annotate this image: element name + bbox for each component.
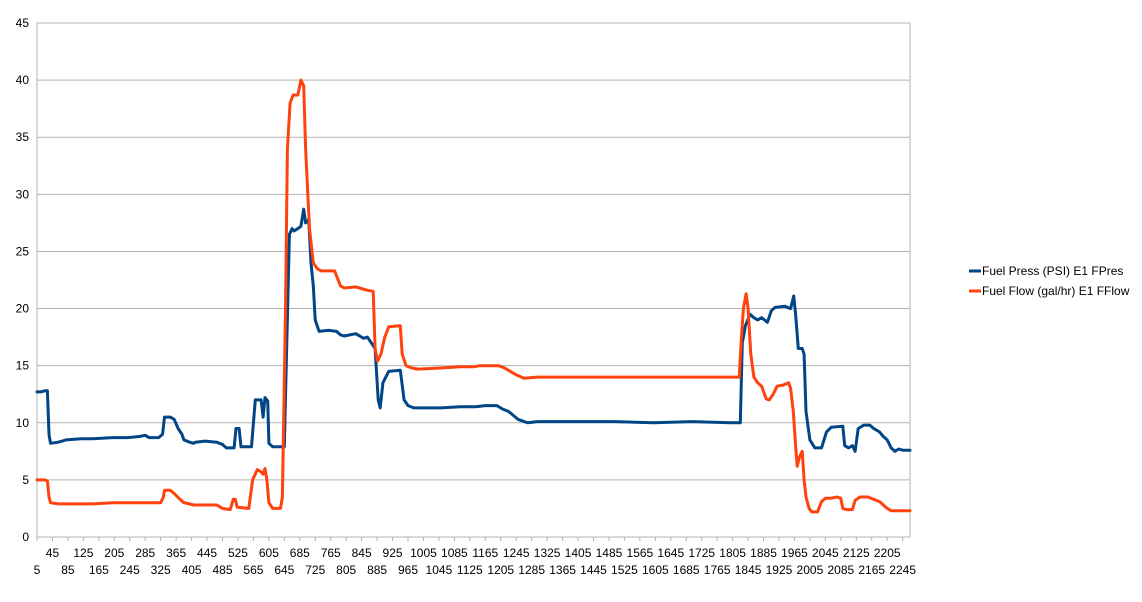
y-tick-label: 30	[16, 187, 30, 201]
x-tick-label-upper: 1485	[596, 546, 623, 560]
x-tick-label-lower: 1925	[766, 563, 793, 577]
x-tick-label-lower: 1605	[642, 563, 669, 577]
x-tick-label-upper: 765	[321, 546, 341, 560]
x-tick-label-upper: 1965	[781, 546, 808, 560]
x-tick-label-lower: 1445	[580, 563, 607, 577]
x-tick-label-upper: 1645	[657, 546, 684, 560]
y-tick-label: 20	[16, 302, 30, 316]
x-tick-label-upper: 525	[228, 546, 248, 560]
y-axis-tick-labels: 0 5 10 15 20 25 30 35 40 45	[16, 16, 30, 544]
x-tick-label-lower: 565	[243, 563, 263, 577]
x-tick-label-lower: 885	[367, 563, 387, 577]
x-tick-label-lower: 5	[34, 563, 41, 577]
x-tick-label-upper: 1165	[472, 546, 498, 560]
y-tick-label: 0	[22, 530, 29, 544]
x-tick-label-upper: 1565	[627, 546, 654, 560]
x-tick-label-upper: 2205	[874, 546, 901, 560]
y-tick-label: 45	[16, 16, 30, 30]
y-tick-label: 40	[16, 73, 30, 87]
x-tick-label-upper: 1805	[719, 546, 746, 560]
x-tick-label-lower: 1285	[518, 563, 545, 577]
series-line-fuel-press	[35, 207, 912, 453]
x-tick-label-upper: 1245	[503, 546, 530, 560]
x-tick-label-upper: 1005	[410, 546, 437, 560]
x-tick-label-lower: 1765	[704, 563, 731, 577]
y-tick-label: 35	[16, 130, 30, 144]
y-tick-label: 25	[16, 244, 30, 258]
x-tick-label-lower: 1045	[426, 563, 453, 577]
series-lines	[35, 78, 912, 514]
x-tick-label-upper: 685	[290, 546, 310, 560]
x-tick-label-lower: 325	[151, 563, 171, 577]
x-tick-label-lower: 645	[274, 563, 294, 577]
x-tick-label-upper: 45	[46, 546, 60, 560]
x-tick-label-lower: 405	[182, 563, 202, 577]
y-tick-label: 10	[16, 416, 30, 430]
x-tick-label-upper: 2125	[843, 546, 870, 560]
x-tick-label-lower: 1365	[549, 563, 576, 577]
x-tick-label-upper: 205	[104, 546, 124, 560]
x-tick-label-upper: 605	[259, 546, 279, 560]
series-line-fuel-flow	[35, 78, 912, 514]
x-tick-label-lower: 805	[336, 563, 356, 577]
x-tick-label-upper: 445	[197, 546, 217, 560]
x-tick-label-lower: 485	[212, 563, 232, 577]
x-tick-label-upper: 1325	[534, 546, 561, 560]
x-tick-label-lower: 2085	[827, 563, 854, 577]
x-tick-label-lower: 2005	[797, 563, 824, 577]
x-tick-label-upper: 925	[383, 546, 403, 560]
legend: Fuel Press (PSI) E1 FPres Fuel Flow (gal/…	[969, 264, 1130, 298]
x-tick-label-lower: 965	[398, 563, 418, 577]
x-tick-label-upper: 845	[352, 546, 372, 560]
x-tick-label-lower: 245	[120, 563, 140, 577]
x-tick-label-upper: 1405	[565, 546, 592, 560]
x-tick-label-lower: 2165	[858, 563, 885, 577]
x-tick-label-lower: 1125	[457, 563, 483, 577]
legend-label-fuel-press: Fuel Press (PSI) E1 FPres	[982, 264, 1123, 278]
x-axis-tick-labels: 45 125 205 285 365 445 525 605 685 765 845 925 1005 1…	[34, 537, 916, 577]
x-tick-label-lower: 2245	[889, 563, 916, 577]
x-tick-label-lower: 85	[61, 563, 75, 577]
x-tick-label-upper: 1885	[750, 546, 777, 560]
legend-label-fuel-flow: Fuel Flow (gal/hr) E1 FFlow	[982, 284, 1130, 298]
x-tick-label-lower: 1525	[611, 563, 638, 577]
x-tick-label-upper: 1085	[441, 546, 468, 560]
x-tick-label-upper: 2045	[812, 546, 839, 560]
y-tick-label: 15	[16, 359, 30, 373]
x-tick-label-lower: 1845	[735, 563, 762, 577]
x-tick-label-lower: 1685	[673, 563, 700, 577]
x-tick-label-upper: 365	[166, 546, 186, 560]
x-tick-label-upper: 125	[73, 546, 93, 560]
x-tick-label-upper: 285	[135, 546, 155, 560]
x-tick-label-lower: 165	[89, 563, 109, 577]
x-tick-label-lower: 1205	[487, 563, 514, 577]
x-tick-label-upper: 1725	[688, 546, 715, 560]
x-tick-label-lower: 725	[305, 563, 325, 577]
gridlines	[36, 22, 911, 538]
y-tick-label: 5	[22, 473, 29, 487]
